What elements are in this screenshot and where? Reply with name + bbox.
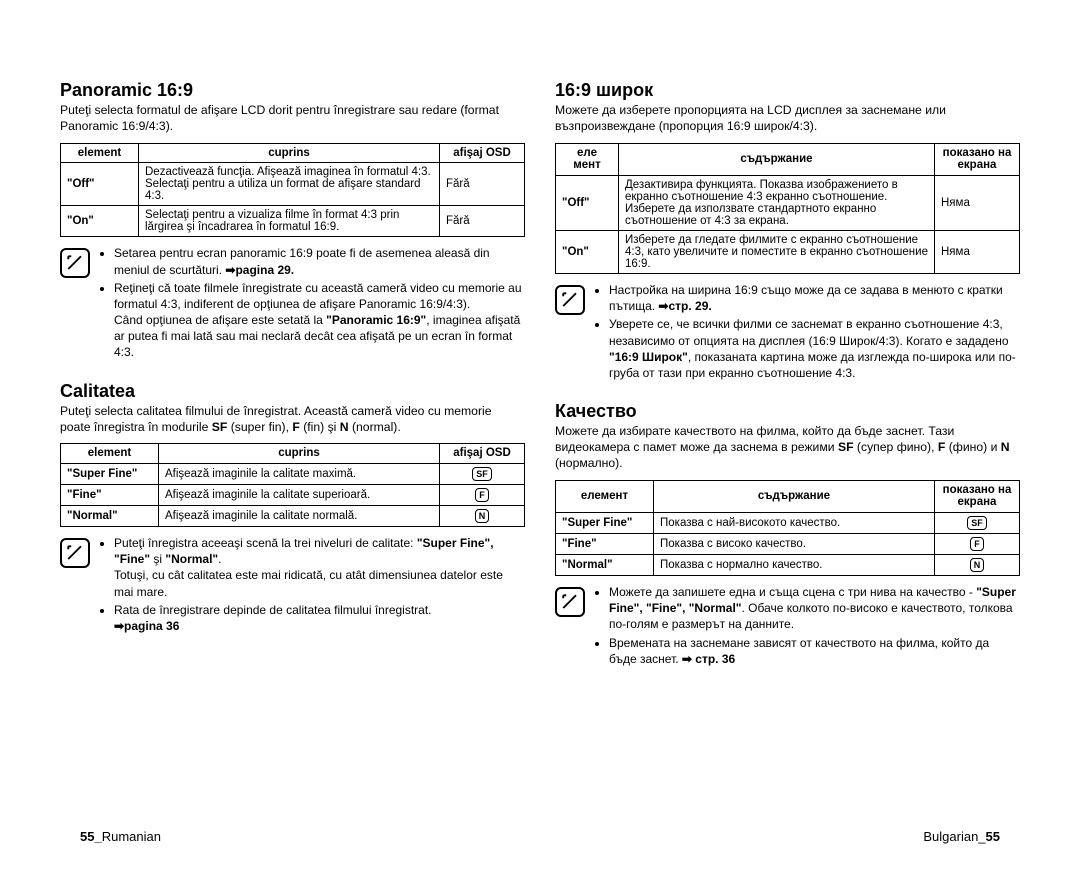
cell-osd: SF (440, 464, 525, 485)
list-item: Puteţi înregistra aceeaşi scenă la trei … (114, 535, 525, 600)
osd-f-icon: F (475, 488, 489, 502)
th-element: еле мент (556, 143, 619, 175)
cell-content: Показва с най-високото качество. (654, 512, 935, 533)
list-item: Времената на заснемане зависят от качест… (609, 635, 1020, 667)
table-quality-left: element cuprins afişaj OSD "Super Fine" … (60, 443, 525, 527)
cell-content: Изберете да гледате филмите с екранно съ… (619, 231, 935, 274)
intro-panoramic: Puteţi selecta formatul de afişare LCD d… (60, 103, 525, 135)
list-item: Настройка на ширина 16:9 също може да се… (609, 282, 1020, 314)
note-icon (555, 285, 585, 315)
th-osd: показано на екрана (935, 143, 1020, 175)
cell-content: Afişează imaginile la calitate maximă. (159, 464, 440, 485)
table-row: "Normal" Показва с нормално качество. N (556, 554, 1020, 575)
footer-left: 55_Rumanian (80, 829, 161, 844)
th-element: element (61, 444, 159, 464)
cell-content: Selectaţi pentru a vizualiza filme în fo… (139, 206, 440, 237)
th-osd: afişaj OSD (440, 143, 525, 163)
th-cuprins: cuprins (159, 444, 440, 464)
left-column: Panoramic 16:9 Puteţi selecta formatul d… (60, 80, 525, 687)
th-osd: показано на екрана (935, 480, 1020, 512)
heading-quality-bg: Качество (555, 401, 1020, 422)
cell-label: "On" (556, 231, 619, 274)
table-row: "Normal" Afişează imaginile la calitate … (61, 506, 525, 527)
cell-label: "Normal" (556, 554, 654, 575)
page-columns: Panoramic 16:9 Puteţi selecta formatul d… (60, 80, 1020, 687)
note-icon (60, 248, 90, 278)
cell-label: "Fine" (556, 533, 654, 554)
table-panoramic-left: element cuprins afişaj OSD "Off" Dezacti… (60, 143, 525, 238)
osd-n-icon: N (970, 558, 985, 572)
cell-content: Показва с нормално качество. (654, 554, 935, 575)
list-item: Можете да запишете една и съща сцена с т… (609, 584, 1020, 633)
table-row: "On" Selectaţi pentru a vizualiza filme … (61, 206, 525, 237)
cell-osd: Няма (935, 231, 1020, 274)
table-row: "Off" Дезактивира функцията. Показва изо… (556, 176, 1020, 231)
cell-content: Afişează imaginile la calitate normală. (159, 506, 440, 527)
cell-label: "Normal" (61, 506, 159, 527)
cell-label: "Off" (556, 176, 619, 231)
list-item: Уверете се, че всички филми се заснемат … (609, 316, 1020, 381)
cell-osd: Fără (440, 206, 525, 237)
osd-sf-icon: SF (967, 516, 987, 530)
note-list: Setarea pentru ecran panoramic 16:9 poat… (98, 245, 525, 362)
th-osd: afişaj OSD (440, 444, 525, 464)
cell-label: "Super Fine" (556, 512, 654, 533)
intro-quality-bg: Можете да избирате качеството на филма, … (555, 424, 1020, 472)
th-content: съдържание (619, 143, 935, 175)
cell-content: Dezactivează funcţia. Afişează imaginea … (139, 163, 440, 206)
right-column: 16:9 широк Можете да изберете пропорцият… (555, 80, 1020, 687)
osd-sf-icon: SF (472, 467, 492, 481)
intro-calitatea: Puteţi selecta calitatea filmului de înr… (60, 404, 525, 436)
note-list: Puteţi înregistra aceeaşi scenă la trei … (98, 535, 525, 636)
th-element: element (61, 143, 139, 163)
note-icon (60, 538, 90, 568)
table-wide-right: еле мент съдържание показано на екрана "… (555, 143, 1020, 274)
th-cuprins: cuprins (139, 143, 440, 163)
heading-wide: 16:9 широк (555, 80, 1020, 101)
note-list: Можете да запишете една и съща сцена с т… (593, 584, 1020, 669)
cell-label: "Fine" (61, 485, 159, 506)
cell-osd: N (935, 554, 1020, 575)
table-row: "On" Изберете да гледате филмите с екран… (556, 231, 1020, 274)
cell-osd: F (440, 485, 525, 506)
cell-osd: N (440, 506, 525, 527)
cell-osd: Няма (935, 176, 1020, 231)
osd-f-icon: F (970, 537, 984, 551)
table-row: "Super Fine" Показва с най-високото каче… (556, 512, 1020, 533)
note-panoramic-left: Setarea pentru ecran panoramic 16:9 poat… (60, 245, 525, 362)
table-row: "Fine" Afişează imaginile la calitate su… (61, 485, 525, 506)
osd-n-icon: N (475, 509, 490, 523)
cell-content: Дезактивира функцията. Показва изображен… (619, 176, 935, 231)
table-row: "Off" Dezactivează funcţia. Afişează ima… (61, 163, 525, 206)
note-icon (555, 587, 585, 617)
heading-calitatea: Calitatea (60, 381, 525, 402)
note-quality-right: Можете да запишете една и съща сцена с т… (555, 584, 1020, 669)
table-row: "Fine" Показва с високо качество. F (556, 533, 1020, 554)
list-item: Rata de înregistrare depinde de calitate… (114, 602, 525, 634)
cell-content: Показва с високо качество. (654, 533, 935, 554)
note-quality-left: Puteţi înregistra aceeaşi scenă la trei … (60, 535, 525, 636)
cell-content: Afişează imaginile la calitate superioar… (159, 485, 440, 506)
table-quality-right: елемент съдържание показано на екрана "S… (555, 480, 1020, 576)
intro-wide: Можете да изберете пропорцията на LCD ди… (555, 103, 1020, 135)
footer-right: Bulgarian_55 (923, 829, 1000, 844)
table-row: "Super Fine" Afişează imaginile la calit… (61, 464, 525, 485)
note-wide-right: Настройка на ширина 16:9 също може да се… (555, 282, 1020, 383)
cell-label: "Super Fine" (61, 464, 159, 485)
list-item: Reţineţi că toate filmele înregistrate c… (114, 280, 525, 361)
heading-panoramic: Panoramic 16:9 (60, 80, 525, 101)
cell-osd: F (935, 533, 1020, 554)
cell-osd: Fără (440, 163, 525, 206)
list-item: Setarea pentru ecran panoramic 16:9 poat… (114, 245, 525, 277)
cell-osd: SF (935, 512, 1020, 533)
note-list: Настройка на ширина 16:9 също може да се… (593, 282, 1020, 383)
cell-label: "Off" (61, 163, 139, 206)
th-element: елемент (556, 480, 654, 512)
cell-label: "On" (61, 206, 139, 237)
th-content: съдържание (654, 480, 935, 512)
